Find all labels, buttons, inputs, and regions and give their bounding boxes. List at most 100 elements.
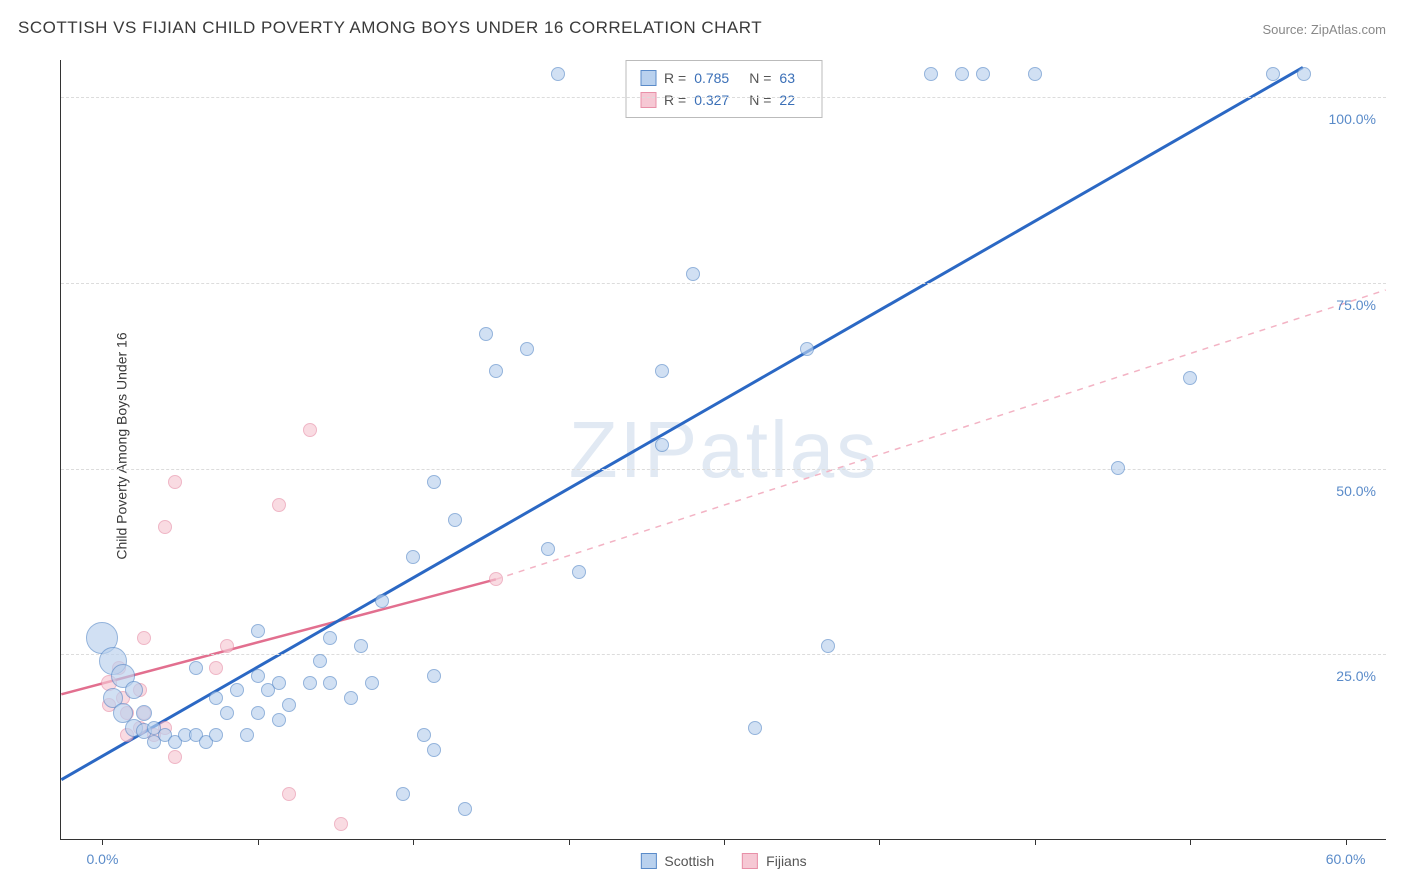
gridline — [61, 97, 1386, 98]
source-label: Source: ZipAtlas.com — [1262, 22, 1386, 37]
data-point — [541, 542, 555, 556]
data-point — [396, 787, 410, 801]
legend-series-item: Fijians — [742, 853, 806, 869]
data-point — [489, 364, 503, 378]
data-point — [137, 631, 151, 645]
data-point — [427, 475, 441, 489]
data-point — [520, 342, 534, 356]
data-point — [136, 705, 152, 721]
data-point — [655, 364, 669, 378]
x-tick-mark — [413, 839, 414, 845]
legend-swatch — [640, 70, 656, 86]
data-point — [251, 669, 265, 683]
data-point — [572, 565, 586, 579]
regression-lines — [61, 60, 1386, 839]
data-point — [272, 676, 286, 690]
watermark: ZIPatlas — [569, 404, 878, 496]
legend-swatch — [742, 853, 758, 869]
x-tick-label: 60.0% — [1326, 851, 1366, 867]
y-tick-label: 100.0% — [1329, 111, 1376, 127]
plot-area: ZIPatlas R =0.785N =63R =0.327N =22 Scot… — [60, 60, 1386, 840]
data-point — [282, 787, 296, 801]
x-tick-mark — [102, 839, 103, 845]
data-point — [303, 423, 317, 437]
data-point — [1297, 67, 1311, 81]
data-point — [344, 691, 358, 705]
x-tick-mark — [1346, 839, 1347, 845]
data-point — [479, 327, 493, 341]
data-point — [209, 728, 223, 742]
stat-r-value: 0.785 — [694, 67, 729, 89]
data-point — [924, 67, 938, 81]
legend-stats-row: R =0.327N =22 — [640, 89, 807, 111]
x-tick-mark — [1190, 839, 1191, 845]
data-point — [406, 550, 420, 564]
data-point — [551, 67, 565, 81]
chart-container: SCOTTISH VS FIJIAN CHILD POVERTY AMONG B… — [0, 0, 1406, 892]
data-point — [189, 661, 203, 675]
stat-n-label: N = — [749, 67, 771, 89]
gridline — [61, 469, 1386, 470]
legend-stats-row: R = 0.785 N = 63 — [640, 67, 807, 89]
x-tick-mark — [258, 839, 259, 845]
data-point — [955, 67, 969, 81]
data-point — [1183, 371, 1197, 385]
watermark-bold: ZIP — [569, 405, 699, 494]
data-point — [334, 817, 348, 831]
legend-series-label: Fijians — [766, 853, 806, 869]
data-point — [209, 691, 223, 705]
data-point — [168, 750, 182, 764]
data-point — [821, 639, 835, 653]
data-point — [427, 669, 441, 683]
data-point — [272, 713, 286, 727]
x-tick-mark — [1035, 839, 1036, 845]
gridline — [61, 654, 1386, 655]
y-tick-label: 50.0% — [1336, 483, 1376, 499]
data-point — [272, 498, 286, 512]
data-point — [365, 676, 379, 690]
stat-r-label: R = — [664, 89, 686, 111]
y-tick-label: 25.0% — [1336, 668, 1376, 684]
data-point — [800, 342, 814, 356]
data-point — [230, 683, 244, 697]
data-point — [748, 721, 762, 735]
data-point — [354, 639, 368, 653]
data-point — [168, 475, 182, 489]
stat-n-value: 63 — [779, 67, 795, 89]
data-point — [125, 681, 143, 699]
gridline — [61, 283, 1386, 284]
data-point — [976, 67, 990, 81]
data-point — [323, 631, 337, 645]
legend-stats-box: R = 0.785 N = 63R = 0.327 N = 22 — [625, 60, 822, 118]
x-tick-mark — [569, 839, 570, 845]
y-tick-label: 75.0% — [1336, 297, 1376, 313]
x-tick-label: 0.0% — [86, 851, 118, 867]
stat-n-value: 22 — [779, 89, 795, 111]
data-point — [427, 743, 441, 757]
stat-r-value: 0.327 — [694, 89, 729, 111]
data-point — [489, 572, 503, 586]
data-point — [323, 676, 337, 690]
data-point — [220, 706, 234, 720]
data-point — [417, 728, 431, 742]
data-point — [686, 267, 700, 281]
data-point — [220, 639, 234, 653]
data-point — [375, 594, 389, 608]
legend-series: Scottish Fijians — [640, 853, 806, 869]
x-tick-mark — [879, 839, 880, 845]
data-point — [655, 438, 669, 452]
stat-r-label: R = — [664, 67, 686, 89]
data-point — [313, 654, 327, 668]
data-point — [1111, 461, 1125, 475]
legend-series-item: Scottish — [640, 853, 714, 869]
data-point — [251, 624, 265, 638]
data-point — [1266, 67, 1280, 81]
data-point — [458, 802, 472, 816]
data-point — [240, 728, 254, 742]
x-tick-mark — [724, 839, 725, 845]
watermark-light: atlas — [699, 405, 878, 494]
data-point — [158, 520, 172, 534]
data-point — [448, 513, 462, 527]
legend-series-label: Scottish — [664, 853, 714, 869]
data-point — [282, 698, 296, 712]
